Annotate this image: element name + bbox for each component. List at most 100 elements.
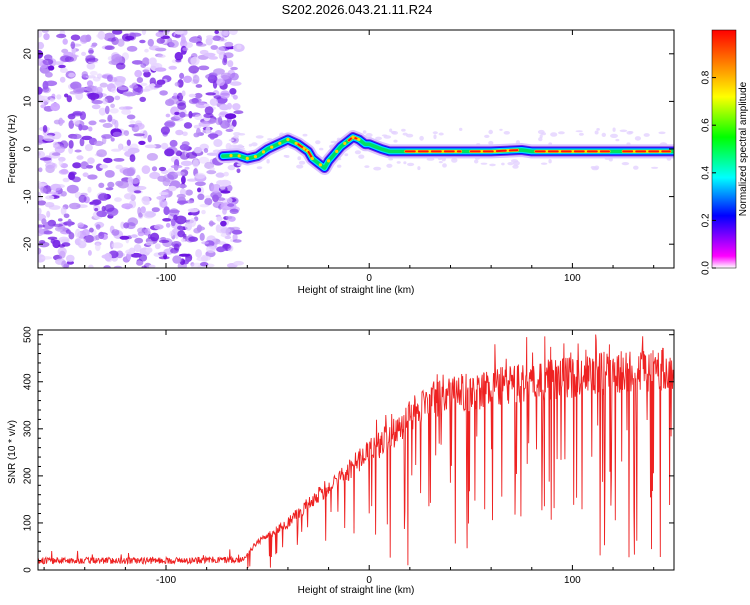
noise-blob [158, 239, 170, 243]
signal-dot [229, 154, 233, 158]
noise-blob [111, 53, 123, 63]
noise-blob [95, 224, 101, 230]
noise-blob [104, 45, 115, 50]
noise-blob [54, 226, 67, 232]
noise-blob [136, 260, 144, 266]
noise-blob [102, 123, 113, 128]
noise-blob [68, 120, 75, 129]
noise-blob [373, 166, 382, 171]
noise-blob [358, 154, 365, 159]
noise-blob [47, 65, 55, 71]
noise-blob [203, 103, 210, 107]
noise-blob [159, 90, 168, 96]
noise-blob [206, 35, 214, 39]
noise-blob [76, 155, 84, 160]
signal-dot [294, 141, 298, 145]
noise-blob [197, 187, 202, 193]
snr-series [38, 334, 674, 569]
noise-blob [112, 131, 122, 137]
noise-blob [182, 47, 189, 51]
noise-blob [45, 80, 58, 87]
noise-blob [72, 119, 80, 125]
noise-blob [87, 157, 95, 164]
noise-blob [204, 106, 214, 115]
noise-blob [96, 86, 103, 94]
noise-blob [185, 152, 198, 159]
noise-blob [169, 39, 179, 48]
noise-blob [227, 203, 235, 207]
noise-blob [578, 132, 584, 136]
noise-blob [91, 104, 101, 110]
noise-blob [72, 162, 82, 169]
noise-blob [91, 42, 98, 47]
noise-blob [193, 227, 201, 234]
noise-blob [199, 232, 205, 241]
signal-dot [343, 141, 347, 145]
x-tick-label: -100 [156, 575, 176, 586]
noise-blob [38, 86, 43, 95]
noise-blob [266, 159, 270, 164]
noise-blob [198, 121, 211, 127]
noise-blob [541, 132, 546, 136]
noise-blob [180, 35, 186, 44]
noise-blob [442, 163, 447, 168]
noise-blob [67, 218, 72, 227]
noise-blob [227, 164, 236, 171]
noise-blob [230, 226, 241, 231]
signal-dot [327, 159, 331, 163]
noise-blob [181, 90, 186, 97]
noise-blob [204, 197, 213, 206]
colorbar-tick-label: 0.0 [701, 261, 712, 275]
noise-blob [375, 136, 382, 141]
noise-blob [87, 92, 100, 100]
noise-blob [117, 38, 125, 47]
noise-blob [141, 165, 151, 175]
noise-blob [228, 139, 235, 142]
noise-blob [218, 116, 223, 125]
noise-blob [174, 51, 183, 61]
noise-blob [227, 60, 234, 68]
noise-blob [219, 90, 231, 99]
noise-blob [205, 126, 211, 134]
signal-dot [278, 141, 282, 145]
noise-blob [54, 146, 65, 154]
noise-blob [206, 152, 219, 156]
noise-blob [114, 81, 123, 88]
noise-blob [38, 135, 43, 142]
noise-blob [107, 114, 113, 123]
noise-blob [214, 202, 220, 207]
noise-blob [438, 161, 443, 164]
noise-blob [658, 131, 666, 135]
noise-blob [88, 47, 94, 55]
noise-blob [225, 215, 233, 220]
noise-blob [251, 142, 258, 147]
noise-blob [45, 71, 53, 78]
y-tick-label: 400 [23, 373, 34, 390]
noise-blob [184, 42, 194, 48]
noise-blob [86, 62, 96, 70]
noise-blob [173, 165, 179, 171]
noise-blob [364, 165, 370, 169]
noise-blob [134, 69, 143, 78]
noise-blob [156, 195, 166, 200]
noise-blob [98, 193, 109, 201]
noise-blob [114, 197, 122, 202]
noise-blob [227, 197, 233, 203]
noise-blob [38, 30, 43, 38]
noise-blob [157, 251, 167, 256]
noise-blob [205, 73, 216, 80]
noise-blob [129, 84, 139, 89]
noise-blob [296, 164, 304, 169]
noise-blob [82, 172, 89, 177]
noise-blob [267, 138, 273, 141]
noise-blob [459, 127, 463, 131]
signal-dot [245, 156, 249, 161]
noise-blob [216, 46, 226, 55]
noise-blob [285, 155, 290, 158]
noise-blob [114, 95, 121, 101]
colorbar-tick-label: 0.2 [701, 213, 712, 227]
noise-blob [391, 131, 398, 135]
noise-blob [194, 172, 206, 179]
signal-trace [215, 130, 674, 175]
